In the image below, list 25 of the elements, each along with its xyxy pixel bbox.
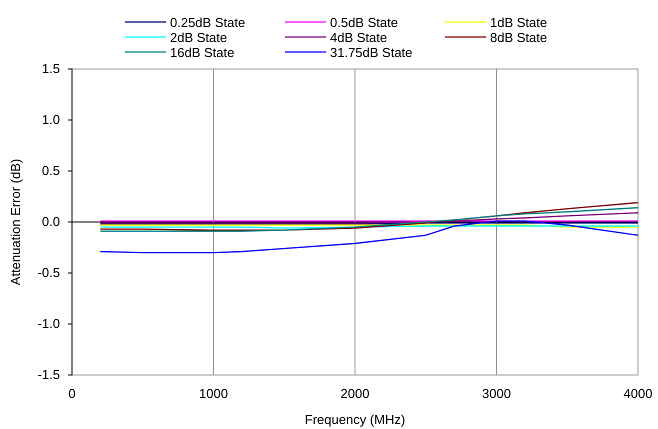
y-axis-title: Attenuation Error (dB) xyxy=(8,158,23,286)
line-series xyxy=(100,207,639,232)
x-tick-label: 3000 xyxy=(482,386,511,402)
x-tick-label: 4000 xyxy=(624,386,652,402)
y-tick-label: -1.0 xyxy=(38,316,60,332)
x-axis-title: Frequency (MHz) xyxy=(304,412,406,427)
y-tick-label: 1.5 xyxy=(42,61,60,76)
y-tick-label: -1.5 xyxy=(38,367,60,382)
legend-label: 0.25dB State xyxy=(170,15,246,30)
line-series xyxy=(100,220,639,254)
legend-label: 0.5dB State xyxy=(330,15,398,30)
y-tick-label: 0.0 xyxy=(42,214,60,230)
y-tick-label: 0.5 xyxy=(42,163,60,178)
x-tick-label: 0 xyxy=(68,386,76,402)
legend-label: 1dB State xyxy=(490,15,548,30)
legend-label: 16dB State xyxy=(170,45,234,60)
x-tick-label: 2000 xyxy=(340,386,370,402)
y-tick-label: -0.5 xyxy=(38,265,60,280)
legend-label: 4dB State xyxy=(330,30,388,45)
legend-label: 31.75dB State xyxy=(330,45,412,60)
y-tick-label: 1.0 xyxy=(42,112,60,128)
x-tick-label: 1000 xyxy=(199,386,228,402)
line-series xyxy=(100,212,639,224)
legend-label: 8dB State xyxy=(490,30,548,45)
legend-label: 2dB State xyxy=(170,30,228,45)
